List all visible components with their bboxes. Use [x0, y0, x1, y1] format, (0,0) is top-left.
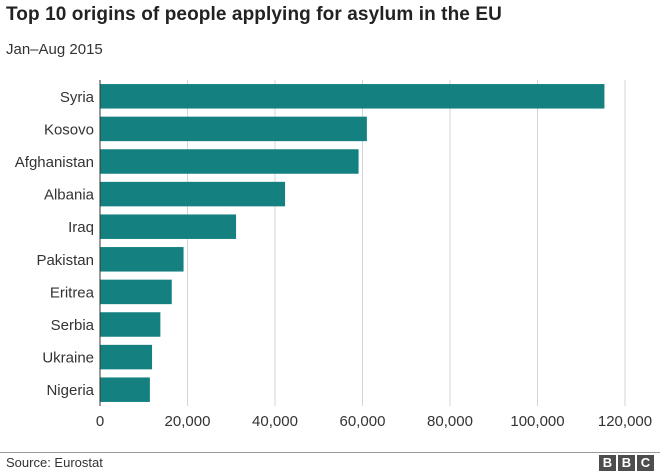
category-label: Kosovo [44, 121, 94, 138]
bar-chart: Syria Kosovo Afghanistan Albania Iraq Pakista… [15, 80, 652, 430]
category-label: Ukraine [42, 350, 94, 367]
category-label: Syria [60, 89, 95, 106]
x-tick-label: 60,000 [340, 413, 386, 430]
bar [100, 149, 359, 174]
category-label: Iraq [68, 219, 94, 236]
category-label: Eritrea [50, 284, 95, 301]
bar [100, 344, 153, 370]
x-tick-label: 0 [96, 413, 104, 430]
x-tick-label: 120,000 [598, 413, 652, 430]
x-tick-label: 80,000 [427, 413, 473, 430]
bar [100, 377, 150, 402]
bbc-logo: B B C [599, 455, 654, 471]
bbc-logo-letter: B [618, 455, 635, 471]
bar [100, 214, 237, 239]
source-note: Source: Eurostat [6, 455, 103, 470]
category-label: Albania [44, 187, 95, 204]
category-label: Pakistan [36, 252, 94, 269]
x-tick-label: 100,000 [510, 413, 564, 430]
bbc-logo-letter: B [599, 455, 616, 471]
category-label: Afghanistan [15, 154, 94, 171]
bar [100, 116, 367, 142]
bar [100, 312, 161, 337]
category-label: Nigeria [46, 382, 94, 399]
bar [100, 84, 605, 109]
x-tick-label: 20,000 [165, 413, 211, 430]
bar [100, 247, 184, 272]
chart-title: Top 10 origins of people applying for as… [6, 4, 502, 25]
x-tick-label: 40,000 [252, 413, 298, 430]
bbc-logo-letter: C [637, 455, 654, 471]
bar [100, 181, 286, 207]
bar [100, 279, 172, 305]
footer-divider [0, 452, 660, 453]
chart-subtitle: Jan–Aug 2015 [6, 41, 103, 58]
category-label: Serbia [51, 317, 95, 334]
